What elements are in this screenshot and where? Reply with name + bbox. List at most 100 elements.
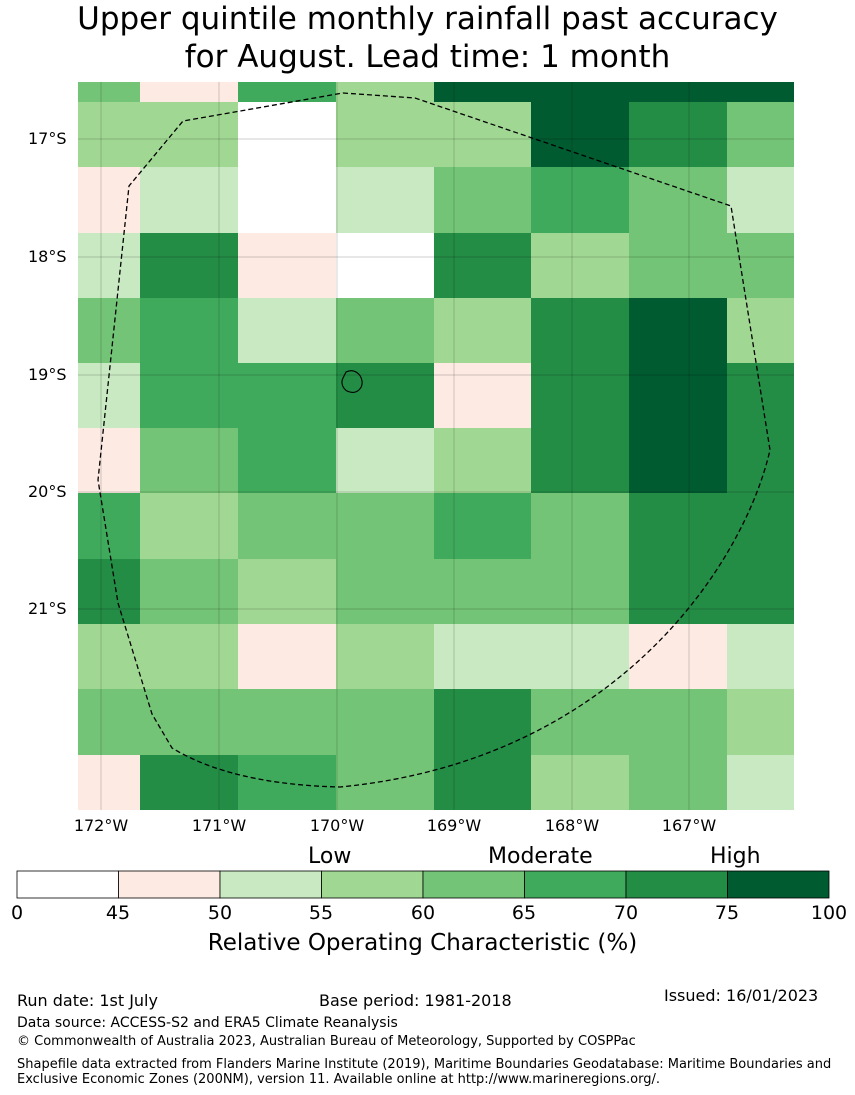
grid-cell: [140, 233, 238, 298]
title-line-2: for August. Lead time: 1 month: [184, 39, 671, 75]
colorbar-segment: [16, 870, 119, 899]
grid-cell: [78, 82, 140, 102]
grid-cell: [531, 428, 629, 493]
grid-cell: [238, 298, 336, 363]
lon-label: 168°W: [544, 816, 600, 835]
grid-cell: [336, 167, 434, 233]
grid-cell: [727, 493, 794, 559]
grid-cell: [727, 167, 794, 233]
colorbar: [16, 870, 830, 899]
colorbar-tick: 0: [10, 902, 24, 924]
colorbar-tick: 65: [511, 902, 537, 924]
grid-cell: [336, 298, 434, 363]
category-high: High: [710, 844, 761, 869]
colorbar-segment: [625, 870, 728, 899]
grid-cell: [531, 82, 629, 102]
shapefile-credit: Shapefile data extracted from Flanders M…: [17, 1057, 832, 1087]
grid-cell: [629, 428, 727, 493]
grid-cell: [434, 624, 531, 689]
eez-boundary: [97, 92, 771, 788]
grid-cell: [140, 624, 238, 689]
grid-cell: [531, 624, 629, 689]
grid-cell: [78, 755, 140, 810]
colorbar-tick: 100: [810, 902, 848, 924]
grid-cell: [434, 493, 531, 559]
category-low: Low: [308, 844, 352, 869]
grid-cell: [434, 82, 531, 102]
grid-cell: [531, 167, 629, 233]
grid-cell: [336, 493, 434, 559]
grid-cell: [629, 493, 727, 559]
island-outline: [341, 370, 363, 393]
grid-cell: [727, 363, 794, 428]
grid-cell: [727, 755, 794, 810]
lon-label: 167°W: [661, 816, 717, 835]
grid-cell: [727, 298, 794, 363]
colorbar-tick: 60: [410, 902, 436, 924]
grid-cell: [238, 624, 336, 689]
grid-cell: [434, 298, 531, 363]
map-title: Upper quintile monthly rainfall past acc…: [0, 0, 855, 76]
grid-cell: [531, 493, 629, 559]
grid-cell: [629, 689, 727, 755]
grid-cell: [238, 167, 336, 233]
grid-cell: [238, 559, 336, 624]
grid-cell: [336, 102, 434, 167]
grid-cell: [140, 428, 238, 493]
grid-cell: [78, 559, 140, 624]
grid-cell: [238, 102, 336, 167]
grid-cell: [336, 559, 434, 624]
colorbar-tick: 70: [613, 902, 639, 924]
grid-cell: [629, 298, 727, 363]
grid-cell: [629, 167, 727, 233]
lat-label: 18°S: [28, 247, 67, 266]
grid-cell: [140, 493, 238, 559]
grid-cell: [727, 624, 794, 689]
grid-cell: [531, 689, 629, 755]
grid-cell: [434, 167, 531, 233]
grid-cell: [434, 233, 531, 298]
grid-cell: [629, 233, 727, 298]
grid-cell: [78, 167, 140, 233]
colorbar-segment: [524, 870, 627, 899]
grid-cell: [78, 624, 140, 689]
grid-cell: [336, 233, 434, 298]
grid-cell: [78, 363, 140, 428]
grid-cell: [78, 689, 140, 755]
grid-cell: [629, 363, 727, 428]
grid-cell: [727, 82, 794, 102]
grid-cell: [531, 233, 629, 298]
colorbar-label: Relative Operating Characteristic (%): [207, 930, 638, 956]
grid-cell: [336, 689, 434, 755]
grid-cell: [238, 689, 336, 755]
grid-cell: [238, 233, 336, 298]
colorbar-segment: [118, 870, 221, 899]
grid-cell: [531, 363, 629, 428]
grid-cell: [140, 559, 238, 624]
grid-cell: [78, 298, 140, 363]
grid-cell: [434, 363, 531, 428]
grid-cell: [238, 428, 336, 493]
colorbar-tick: 50: [207, 902, 233, 924]
colorbar-segment: [727, 870, 830, 899]
lat-label: 17°S: [28, 129, 67, 148]
grid-cell: [727, 233, 794, 298]
colorbar-tick: 55: [308, 902, 334, 924]
grid-cell: [629, 82, 727, 102]
grid-cell: [531, 755, 629, 810]
grid-cell: [434, 428, 531, 493]
lon-label: 171°W: [191, 816, 247, 835]
grid-cell: [434, 755, 531, 810]
copyright: © Commonwealth of Australia 2023, Austra…: [17, 1034, 636, 1049]
run-date: Run date: 1st July: [17, 991, 158, 1010]
lat-label: 21°S: [28, 599, 67, 618]
grid-cell: [140, 689, 238, 755]
category-moderate: Moderate: [488, 844, 593, 869]
lon-label: 170°W: [309, 816, 365, 835]
colorbar-segment: [321, 870, 424, 899]
grid-cell: [629, 755, 727, 810]
grid-cell: [140, 363, 238, 428]
grid-cell: [140, 167, 238, 233]
lon-label: 169°W: [426, 816, 482, 835]
colorbar-tick: 75: [714, 902, 740, 924]
